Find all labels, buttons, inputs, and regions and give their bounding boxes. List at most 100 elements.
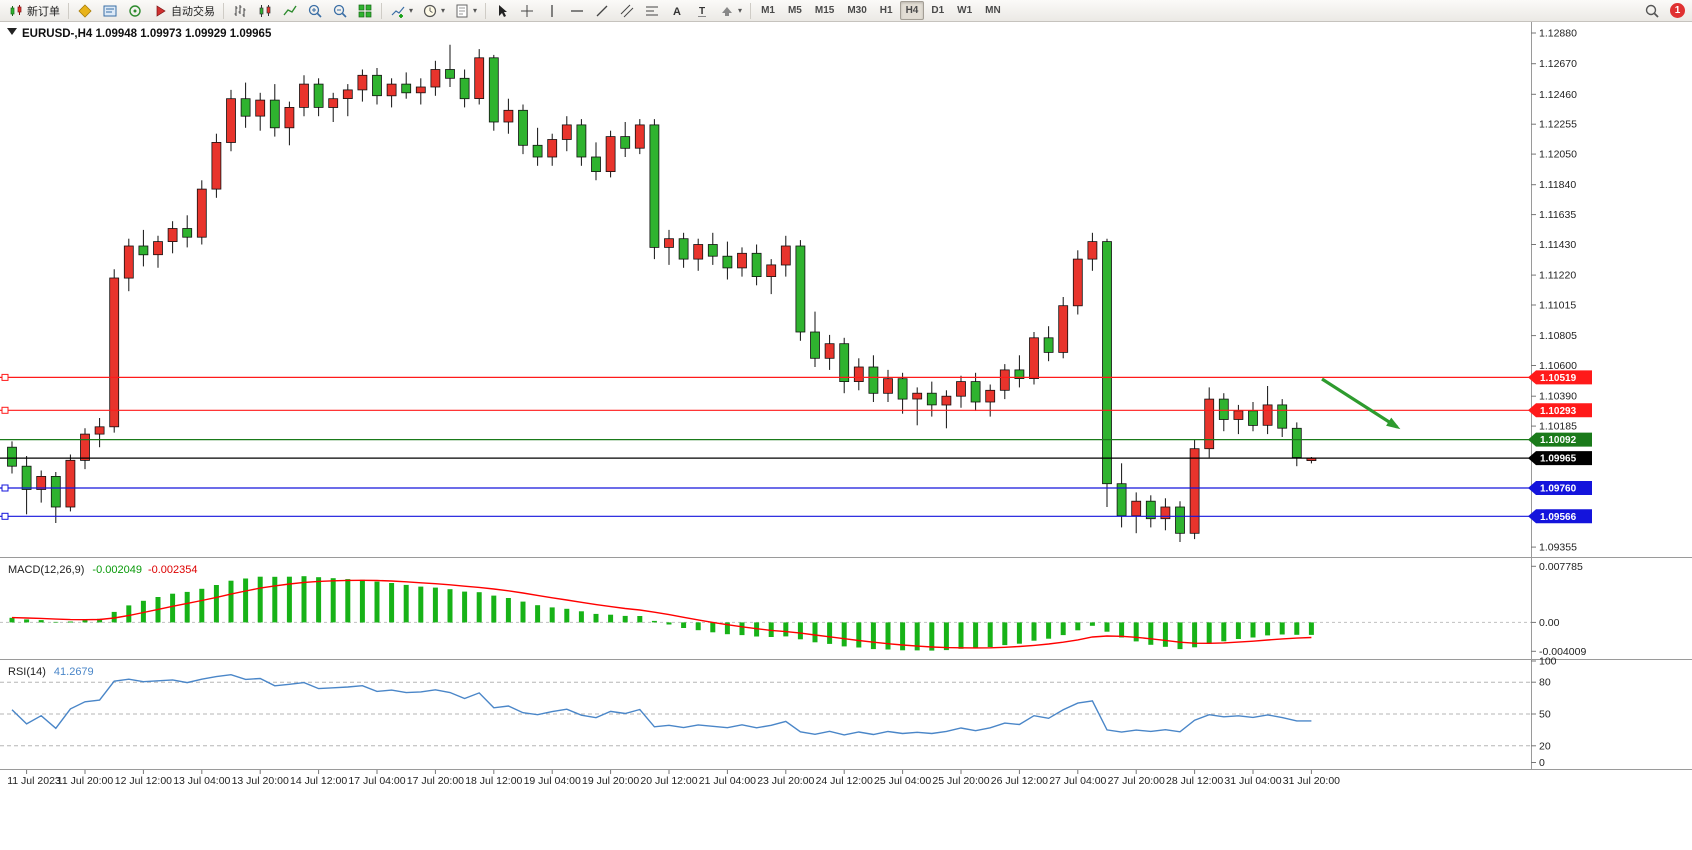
price-badge: 1.10092 xyxy=(1528,432,1592,447)
new-order-button-label: 新订单 xyxy=(27,5,60,18)
time-axis[interactable] xyxy=(0,770,1692,850)
candle xyxy=(620,122,631,157)
tf-m5[interactable]: M5 xyxy=(782,1,808,20)
tf-mn[interactable]: MN xyxy=(979,1,1007,20)
macd-pane[interactable] xyxy=(0,559,1531,658)
new-order-button[interactable]: 新订单 xyxy=(4,1,64,20)
cursor-button[interactable] xyxy=(490,1,514,20)
hline-handle[interactable] xyxy=(1,406,9,414)
search-button[interactable] xyxy=(1640,1,1664,20)
candle xyxy=(226,89,236,152)
tf-h1[interactable]: H1 xyxy=(874,1,899,20)
main-chart-pane[interactable] xyxy=(0,22,1531,557)
periods-button[interactable]: ▾ xyxy=(418,1,449,20)
indicators-icon xyxy=(391,6,405,18)
dropdown-caret-icon[interactable]: ▾ xyxy=(441,5,446,15)
candle xyxy=(591,142,601,181)
time-tick-label: 17 Jul 20:00 xyxy=(407,775,464,787)
candle xyxy=(182,215,193,248)
price-tick-label: 1.10600 xyxy=(1539,360,1577,372)
tf-m1[interactable]: M1 xyxy=(755,1,781,20)
candle xyxy=(1204,387,1215,458)
price-badge: 1.10519 xyxy=(1528,370,1592,385)
trendline-button[interactable] xyxy=(590,1,614,20)
price-tick-label: 1.12880 xyxy=(1539,28,1577,40)
dropdown-caret-icon[interactable]: ▾ xyxy=(738,5,743,15)
toolbar-separator xyxy=(68,2,69,19)
symbols-button[interactable] xyxy=(73,1,97,20)
horizontal-line-button[interactable] xyxy=(565,1,589,20)
templates-icon xyxy=(456,4,468,17)
candle xyxy=(1218,393,1229,432)
candle xyxy=(430,60,441,96)
candle xyxy=(810,311,820,367)
text-label-button[interactable]: T xyxy=(690,1,714,20)
candle xyxy=(445,44,455,87)
dropdown-caret-icon[interactable]: ▾ xyxy=(473,5,478,15)
autotrading-button[interactable]: 自动交易 xyxy=(148,1,219,20)
crosshair-button[interactable] xyxy=(515,1,539,20)
chart-window: 1.12880 1.12670 1.12460 1.12255 1.12050 1.118… xyxy=(0,22,1692,850)
candle xyxy=(21,456,32,515)
time-tick-label: 25 Jul 20:00 xyxy=(932,775,989,787)
data-window-icon xyxy=(129,4,141,17)
dropdown-caret-icon[interactable]: ▾ xyxy=(409,5,414,15)
vertical-line-button[interactable] xyxy=(540,1,564,20)
zoom-out-button[interactable] xyxy=(328,1,352,20)
hline-handle[interactable] xyxy=(1,373,9,381)
chart-menu-icon[interactable] xyxy=(7,28,17,35)
indicators-button[interactable]: ▾ xyxy=(386,1,417,20)
candle xyxy=(240,82,251,128)
price-axis[interactable] xyxy=(1531,22,1692,770)
text-button[interactable]: A xyxy=(665,1,689,20)
rsi-value: 41.2679 xyxy=(54,666,94,678)
vline-icon xyxy=(551,4,553,17)
candle xyxy=(342,84,353,117)
cursor-icon xyxy=(499,4,508,17)
time-tick-label: 25 Jul 04:00 xyxy=(874,775,931,787)
fibonacci-button[interactable] xyxy=(640,1,664,20)
trend-arrow-head[interactable] xyxy=(1386,417,1401,430)
channel-button[interactable] xyxy=(615,1,639,20)
price-badge-label: 1.09566 xyxy=(1540,512,1577,523)
bar-chart-button[interactable] xyxy=(228,1,252,20)
new-order-icon xyxy=(10,4,22,16)
candle xyxy=(1043,326,1054,362)
candle xyxy=(65,454,76,512)
time-tick-label: 11 Jul 20:00 xyxy=(57,775,114,787)
line-chart-button[interactable] xyxy=(278,1,302,20)
candle xyxy=(766,259,777,295)
candlestick-button[interactable] xyxy=(253,1,277,20)
tf-h4[interactable]: H4 xyxy=(899,1,925,20)
candle xyxy=(1175,501,1185,542)
candlestick-icon xyxy=(259,4,271,17)
price-badge: 1.09566 xyxy=(1528,509,1592,524)
templates-button[interactable]: ▾ xyxy=(450,1,481,20)
line-chart-icon xyxy=(283,5,297,15)
tile-windows-button[interactable] xyxy=(353,1,377,20)
trend-arrow[interactable] xyxy=(1321,377,1398,429)
price-tick-label: 1.11220 xyxy=(1539,270,1576,282)
data-window-button[interactable] xyxy=(123,1,147,20)
hline-handle[interactable] xyxy=(1,484,9,492)
tf-w1-label: W1 xyxy=(957,5,973,16)
candle xyxy=(605,130,616,178)
shapes-button[interactable]: ▾ xyxy=(715,1,746,20)
candle xyxy=(518,104,528,155)
zoom-in-button[interactable] xyxy=(303,1,327,20)
candle xyxy=(94,418,105,448)
bar-chart-icon xyxy=(234,4,246,17)
rsi-tick-label: 20 xyxy=(1539,740,1551,752)
market-watch-button[interactable] xyxy=(98,1,122,20)
tf-m15[interactable]: M15 xyxy=(809,1,840,20)
notification-badge[interactable]: 1 xyxy=(1670,3,1685,18)
rsi-tick-label: 100 xyxy=(1539,656,1557,668)
price-badge-label: 1.10293 xyxy=(1540,406,1577,417)
tf-m30[interactable]: M30 xyxy=(841,1,872,20)
tf-m15-label: M15 xyxy=(814,5,835,16)
candle xyxy=(985,384,996,417)
candle xyxy=(415,78,426,105)
hline-handle[interactable] xyxy=(1,512,9,520)
tf-d1[interactable]: D1 xyxy=(925,1,950,20)
tf-w1[interactable]: W1 xyxy=(951,1,978,20)
